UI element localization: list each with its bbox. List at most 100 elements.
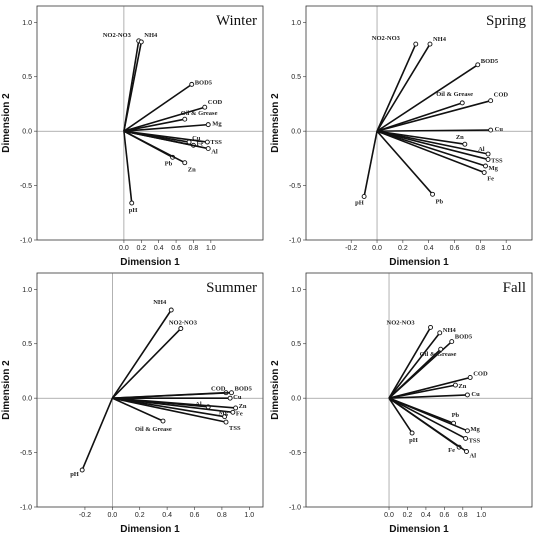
plot-frame — [36, 272, 264, 508]
vector-label-cod: COD — [494, 92, 509, 99]
vector-line-no2-no3 — [376, 43, 417, 132]
x-tick-label: 0.0 — [107, 512, 117, 519]
vector-point-ph — [79, 467, 85, 473]
vector-label-zn: Zn — [458, 383, 466, 390]
y-tick-label: 0.0 — [291, 129, 301, 136]
y-tick-label: -0.5 — [20, 450, 32, 457]
chart-title: Winter — [216, 13, 257, 29]
x-tick-label: 0.8 — [189, 245, 199, 252]
vector-point-pb — [430, 191, 436, 197]
vector-line-bod5 — [376, 64, 479, 132]
vector-label-cu: Cu — [471, 391, 480, 398]
vector-point-cu — [227, 395, 233, 401]
vector-point-cod — [467, 375, 473, 380]
vector-label-tss: TSS — [210, 139, 222, 146]
x-axis-label: Dimension 1 — [120, 257, 180, 268]
vector-line-nh4 — [111, 309, 172, 399]
vector-point-nh4 — [138, 39, 144, 45]
x-tick-label: 0.2 — [135, 512, 145, 519]
x-tick-label: 0.4 — [421, 512, 431, 519]
vector-line-tss — [376, 130, 489, 161]
vector-label-no2-no3: NO2-NO3 — [387, 319, 416, 326]
vector-line-tss — [123, 130, 208, 143]
x-axis-label: Dimension 1 — [389, 524, 449, 535]
x-tick-label: 1.0 — [206, 245, 216, 252]
y-tick-label: -1.0 — [20, 238, 32, 245]
x-tick-label: 0.4 — [154, 245, 164, 252]
vector-label-tss: TSS — [229, 425, 241, 432]
x-tick-label: 0.6 — [190, 512, 200, 519]
x-tick-label: 0.0 — [372, 245, 382, 252]
y-tick-label: 0.5 — [22, 341, 32, 348]
y-axis-label: Dimension 2 — [1, 93, 12, 153]
vector-label-ph: pH — [129, 207, 138, 214]
vector-label-cod: COD — [208, 99, 223, 106]
vector-line-cod — [376, 99, 491, 132]
vector-line-pb — [376, 130, 434, 195]
vector-label-tss: TSS — [469, 437, 481, 444]
y-axis-label: Dimension 2 — [270, 360, 281, 420]
x-tick-label: 0.2 — [403, 512, 413, 519]
vector-line-oil-and-grease — [376, 102, 463, 132]
y-tick-label: 1.0 — [22, 20, 32, 27]
vector-point-mg — [483, 163, 488, 169]
y-tick-label: 0.5 — [291, 74, 301, 81]
vector-line-cod — [123, 106, 205, 132]
vector-point-tss — [204, 139, 210, 145]
vector-line-nh4 — [123, 41, 143, 132]
vector-label-ph: pH — [409, 437, 418, 444]
vector-line-tss — [112, 397, 227, 423]
vector-label-mg: Mg — [470, 426, 480, 433]
vector-line-zn — [123, 130, 186, 164]
vector-line-ph — [363, 131, 378, 197]
y-tick-label: 0.0 — [22, 129, 32, 136]
vector-point-zn — [233, 405, 239, 411]
vector-line-mg — [376, 130, 486, 167]
vector-line-ph — [388, 397, 413, 434]
biplot-panel-summer: -0.2 0.0 0.2 0.4 0.6 0.8 1.0 -1.0 -0.5 0.0 0.5 1.0 D… — [1, 272, 264, 535]
vector-point-al — [485, 151, 491, 157]
y-tick-label: 1.0 — [291, 287, 301, 294]
vector-line-al — [376, 130, 489, 155]
vector-label-bod5: BOD5 — [195, 79, 213, 86]
y-tick-label: 0.5 — [22, 74, 32, 81]
vector-line-zn — [376, 130, 465, 146]
vector-label-pb: Pb — [436, 198, 444, 205]
vector-label-al: Al — [478, 146, 485, 153]
x-tick-label: -0.2 — [79, 512, 91, 519]
biplot-panel-fall: 0.0 0.2 0.4 0.6 0.8 1.0 -1.0 -0.5 0.0 0.5 1.0 Dimen… — [270, 272, 533, 535]
vector-point-oil-and-grease — [182, 116, 188, 122]
vector-line-mg — [123, 123, 209, 132]
x-tick-label: 0.2 — [398, 245, 408, 252]
vector-label-bod5: BOD5 — [455, 334, 473, 341]
vector-point-bod5 — [475, 62, 481, 68]
vector-label-oil-and-grease: Oil & Grease — [436, 91, 473, 98]
vector-line-al — [388, 397, 467, 453]
biplot-panel-winter: 0.0 0.2 0.4 0.6 0.8 1.0 -1.0 -0.5 0.0 0.5 1.0 Dimen… — [1, 5, 264, 268]
vector-label-oil-and-grease: Oil & Grease — [420, 351, 457, 358]
vector-point-bod5 — [189, 81, 195, 87]
y-axis-label: Dimension 2 — [270, 93, 281, 153]
vector-point-zn — [182, 160, 188, 166]
vector-label-al: Al — [211, 149, 218, 156]
vector-line-zn — [388, 384, 456, 399]
vector-label-mg: Mg — [212, 121, 222, 128]
vector-point-tss — [223, 419, 229, 425]
x-tick-label: 0.4 — [424, 245, 434, 252]
vector-point-cod — [488, 98, 494, 104]
vector-label-zn: Zn — [239, 403, 247, 410]
y-tick-label: -0.5 — [289, 450, 301, 457]
vector-line-tss — [388, 397, 466, 440]
y-tick-label: -1.0 — [289, 238, 301, 245]
vector-line-ph — [81, 397, 114, 471]
y-tick-label: -1.0 — [20, 505, 32, 512]
vector-label-nh4: NH4 — [443, 327, 457, 334]
x-tick-label: 0.8 — [475, 245, 485, 252]
vector-line-nh4 — [376, 43, 431, 132]
chart-title: Fall — [503, 280, 526, 296]
vector-label-fe: Fe — [236, 410, 243, 417]
y-tick-label: 0.5 — [291, 341, 301, 348]
plot-frame — [36, 5, 264, 241]
vector-line-bod5 — [112, 391, 232, 399]
